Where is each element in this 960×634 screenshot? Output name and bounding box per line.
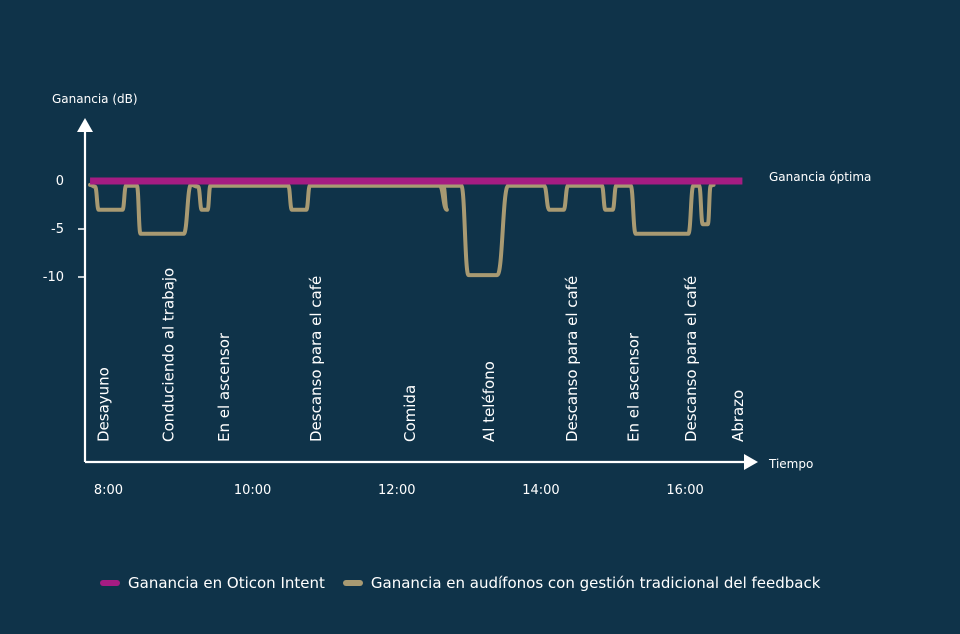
series-layer — [88, 177, 743, 278]
legend-label-intent: Ganancia en Oticon Intent — [128, 574, 325, 592]
y-axis-title: Ganancia (dB) — [52, 92, 138, 106]
legend-swatch-intent — [100, 580, 120, 586]
x-tick-label: 14:00 — [522, 483, 559, 498]
event-label: Al teléfono — [480, 361, 498, 442]
labels-layer: Ganancia (dB) Tiempo 0 -5 -10 8:00 10:00 12:00 1… — [43, 92, 872, 498]
event-label: En el ascensor — [624, 332, 642, 442]
series-line-traditional — [88, 182, 716, 278]
legend-item-traditional: Ganancia en audífonos con gestión tradic… — [342, 574, 821, 592]
event-label: Descanso para el café — [307, 276, 325, 442]
event-label: En el ascensor — [215, 332, 233, 442]
optimal-gain-label: Ganancia óptima — [769, 170, 871, 184]
legend-label-traditional: Ganancia en audífonos con gestión tradic… — [370, 574, 821, 592]
legend-item-intent: Ganancia en Oticon Intent — [100, 574, 325, 592]
event-label: Comida — [401, 385, 419, 442]
event-label: Desayuno — [94, 367, 112, 442]
x-tick-label: 16:00 — [666, 483, 703, 498]
y-axis-arrow — [77, 118, 93, 132]
event-label: Conduciendo al trabajo — [159, 268, 177, 442]
x-axis-arrow — [744, 454, 758, 470]
y-tick-label: -5 — [51, 222, 64, 237]
x-axis-title: Tiempo — [768, 457, 813, 471]
legend: Ganancia en Oticon Intent Ganancia en au… — [100, 572, 838, 594]
axes — [77, 118, 758, 470]
y-tick-label: 0 — [56, 174, 64, 189]
x-tick-label: 8:00 — [94, 483, 123, 498]
x-tick-label: 10:00 — [234, 483, 271, 498]
y-tick-label: -10 — [43, 270, 64, 285]
legend-swatch-traditional — [342, 580, 363, 586]
event-label: Descanso para el café — [682, 276, 700, 442]
event-label: Abrazo — [729, 390, 747, 442]
event-label: Descanso para el café — [563, 276, 581, 442]
x-tick-label: 12:00 — [378, 483, 415, 498]
